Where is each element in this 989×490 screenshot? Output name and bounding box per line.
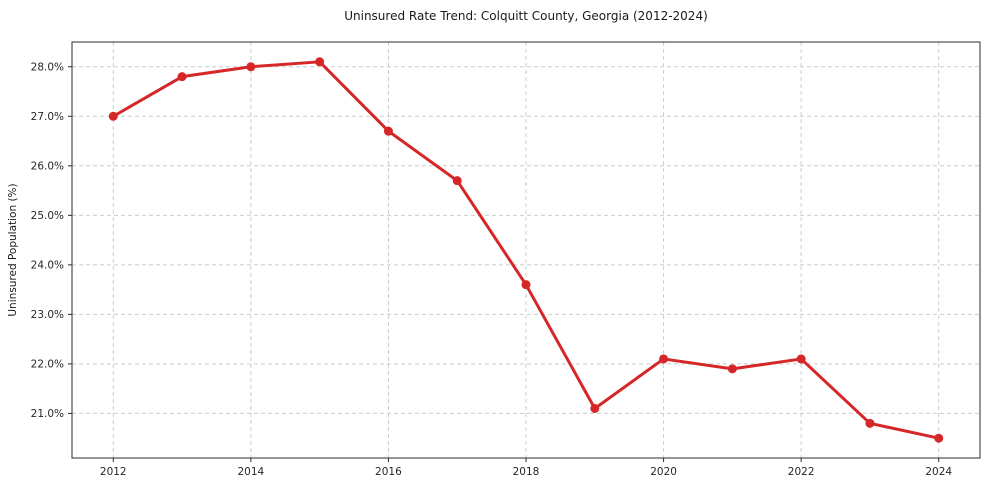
x-tick-label: 2018 xyxy=(513,466,540,478)
x-tick-label: 2014 xyxy=(237,466,264,478)
series-uninsured-rate xyxy=(108,57,944,443)
x-tick-label: 2020 xyxy=(650,466,677,478)
y-tick-label: 24.0% xyxy=(31,259,64,271)
axis-ticks xyxy=(68,66,940,462)
x-tick-label: 2012 xyxy=(100,466,127,478)
y-tick-label: 28.0% xyxy=(31,61,64,73)
data-point-2018 xyxy=(521,280,531,290)
y-tick-label: 26.0% xyxy=(31,160,64,172)
y-tick-label: 23.0% xyxy=(31,309,64,321)
chart-title: Uninsured Rate Trend: Colquitt County, G… xyxy=(344,9,708,23)
data-point-2012 xyxy=(108,111,118,121)
x-tick-label: 2022 xyxy=(788,466,815,478)
data-point-2023 xyxy=(865,418,875,428)
data-point-2019 xyxy=(590,403,600,413)
data-point-2024 xyxy=(934,433,944,443)
y-tick-label: 21.0% xyxy=(31,408,64,420)
gridlines xyxy=(72,42,980,458)
data-point-2021 xyxy=(727,364,737,374)
axis-tick-labels: 21.0% 22.0% 23.0% 24.0% 25.0% 26.0% 27.0% 28.0%… xyxy=(31,61,953,478)
data-point-2015 xyxy=(315,57,325,67)
y-tick-label: 27.0% xyxy=(31,111,64,123)
y-tick-label: 25.0% xyxy=(31,210,64,222)
plot-border xyxy=(71,41,981,459)
x-tick-label: 2016 xyxy=(375,466,402,478)
data-point-2020 xyxy=(659,354,669,364)
data-point-2013 xyxy=(177,72,187,82)
y-tick-label: 22.0% xyxy=(31,358,64,370)
data-point-2014 xyxy=(246,62,256,72)
data-point-2016 xyxy=(383,126,393,136)
data-point-2022 xyxy=(796,354,806,364)
x-tick-label: 2024 xyxy=(925,466,952,478)
data-point-2017 xyxy=(452,176,462,186)
